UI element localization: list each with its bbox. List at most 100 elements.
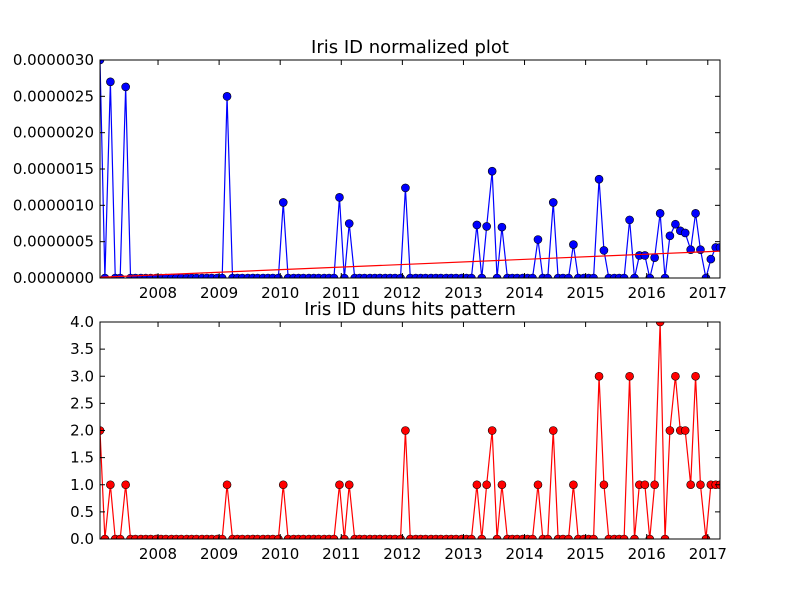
bottom-plot-data-point — [548, 426, 558, 435]
bottom-plot-y-ticks: 0.0 0.5 1.0 1.5 2.0 2.5 3.0 3.5 4.0 — [70, 313, 720, 548]
top-plot-x-tick-label: 2008 — [139, 284, 177, 302]
bottom-plot-data-point — [497, 480, 507, 490]
bottom-plot-data-point — [686, 480, 695, 490]
top-plot-data-point — [706, 254, 716, 264]
top-plot-title: Iris ID normalized plot — [311, 37, 509, 58]
top-plot-data-point — [640, 251, 650, 260]
bottom-plot-data-point — [340, 534, 349, 539]
bottom-plot-data-point — [533, 480, 543, 490]
bottom-plot-data-point — [645, 534, 655, 539]
bottom-plot-x-tick-label: 2016 — [628, 545, 666, 563]
top-plot-series-1-line — [100, 250, 720, 278]
bottom-plot: Iris ID duns hits pattern 2008 2009 2010 20… — [70, 299, 727, 563]
top-plot-y-tick-label: 0.0000000 — [13, 269, 94, 287]
bottom-plot-data-point — [594, 371, 604, 381]
top-plot-y-tick-label: 0.0000030 — [13, 51, 94, 69]
bottom-plot-data-point — [492, 534, 502, 539]
top-plot-data-point — [344, 219, 354, 228]
top-plot-data-point — [680, 228, 690, 238]
bottom-plot-y-tick-label: 3.0 — [70, 367, 94, 385]
top-plot-data-point — [594, 174, 604, 184]
bottom-plot-x-tick-label: 2013 — [444, 545, 482, 563]
bottom-plot-data-point — [329, 534, 339, 539]
top-plot-data-point — [715, 243, 720, 252]
bottom-plot-x-ticks: 2008 2009 2010 2011 2012 2013 2014 2015 2016 2017 — [139, 322, 727, 563]
bottom-plot-data-point — [665, 426, 675, 435]
top-plot-data-point — [564, 273, 573, 278]
top-plot-data-point — [691, 209, 700, 218]
top-plot-x-tick-label: 2013 — [444, 284, 482, 302]
bottom-plot-data-point — [625, 371, 634, 381]
bottom-plot-x-tick-label: 2008 — [139, 545, 177, 563]
top-plot-data-point — [548, 198, 558, 207]
top-plot-data-point — [686, 245, 695, 254]
top-plot-y-tick-label: 0.0000010 — [13, 196, 94, 214]
bottom-plot-data-point — [680, 426, 690, 435]
bottom-plot-x-tick-label: 2014 — [505, 545, 543, 563]
top-plot-x-tick-label: 2015 — [567, 284, 605, 302]
bottom-plot-data-point — [671, 371, 680, 381]
bottom-plot-data-point — [121, 480, 130, 490]
top-plot-data-point — [477, 273, 487, 278]
top-plot-y-tick-label: 0.0000005 — [13, 233, 94, 251]
top-plot-y-ticks: 0.0000000 0.0000005 0.0000010 0.0000015 0.00… — [13, 51, 720, 287]
bottom-plot-data-point — [660, 534, 670, 539]
top-plot-data-point — [482, 222, 491, 231]
bottom-plot-data-point — [528, 534, 537, 539]
bottom-plot-data-point — [487, 426, 497, 435]
bottom-plot-data-point — [106, 480, 115, 490]
top-plot-data-point — [467, 273, 476, 278]
bottom-plot-y-tick-label: 4.0 — [70, 313, 94, 331]
top-plot-data-point — [599, 246, 609, 255]
top-plot-data-point — [487, 166, 497, 176]
top-plot-data-point — [329, 273, 339, 278]
top-plot-y-tick-label: 0.0000015 — [13, 160, 94, 178]
bottom-plot-data-point — [589, 534, 598, 539]
top-plot-data-point — [497, 222, 507, 232]
top-plot-x-tick-label: 2009 — [200, 284, 238, 302]
top-plot-x-tick-label: 2014 — [505, 284, 543, 302]
bottom-plot-y-tick-label: 1.0 — [70, 476, 94, 494]
top-plot-data-point — [619, 273, 629, 278]
bottom-plot-data-point — [564, 534, 573, 539]
bottom-plot-data-point — [482, 480, 491, 490]
top-plot-data-point — [492, 273, 502, 278]
top-plot-data-point — [222, 92, 232, 101]
bottom-plot-x-tick-label: 2009 — [200, 545, 238, 563]
top-plot-data-point — [671, 219, 680, 229]
top-plot: Iris ID normalized plot 2008 2009 2010 2011… — [13, 37, 727, 302]
top-plot-data-point — [625, 215, 634, 225]
top-plot-data-point — [645, 273, 655, 278]
bottom-plot-marks — [100, 322, 720, 539]
bottom-plot-data-point — [655, 322, 665, 327]
top-plot-data-point — [660, 273, 670, 278]
bottom-plot-data-point — [477, 534, 487, 539]
bottom-plot-data-point — [217, 534, 227, 539]
top-plot-data-point — [630, 273, 639, 278]
bottom-plot-data-point — [569, 480, 578, 490]
top-plot-x-tick-label: 2011 — [322, 284, 360, 302]
top-plot-y-tick-label: 0.0000020 — [13, 124, 94, 142]
top-plot-data-point — [401, 183, 410, 193]
bottom-plot-y-tick-label: 2.5 — [70, 394, 94, 412]
bottom-plot-x-tick-label: 2015 — [567, 545, 605, 563]
bottom-plot-data-point — [650, 480, 659, 490]
top-plot-data-point — [340, 273, 349, 278]
top-plot-data-point — [543, 273, 553, 278]
bottom-plot-y-tick-label: 0.0 — [70, 530, 94, 548]
bottom-plot-data-point — [691, 371, 700, 381]
top-plot-data-point — [121, 82, 130, 92]
bottom-plot-y-tick-label: 1.5 — [70, 449, 94, 467]
bottom-plot-x-tick-label: 2010 — [261, 545, 299, 563]
top-plot-data-point — [650, 253, 659, 262]
bottom-plot-y-tick-label: 2.0 — [70, 422, 94, 440]
bottom-plot-data-point — [543, 534, 553, 539]
top-plot-x-tick-label: 2017 — [689, 284, 727, 302]
top-plot-x-ticks: 2008 2009 2010 2011 2012 2013 2014 2015 2016 2017 — [139, 60, 727, 302]
top-plot-data-point — [528, 273, 537, 278]
bottom-plot-data-point — [335, 480, 344, 490]
top-plot-data-point — [589, 273, 598, 278]
bottom-plot-x-tick-label: 2012 — [383, 545, 421, 563]
bottom-plot-data-point — [630, 534, 639, 539]
